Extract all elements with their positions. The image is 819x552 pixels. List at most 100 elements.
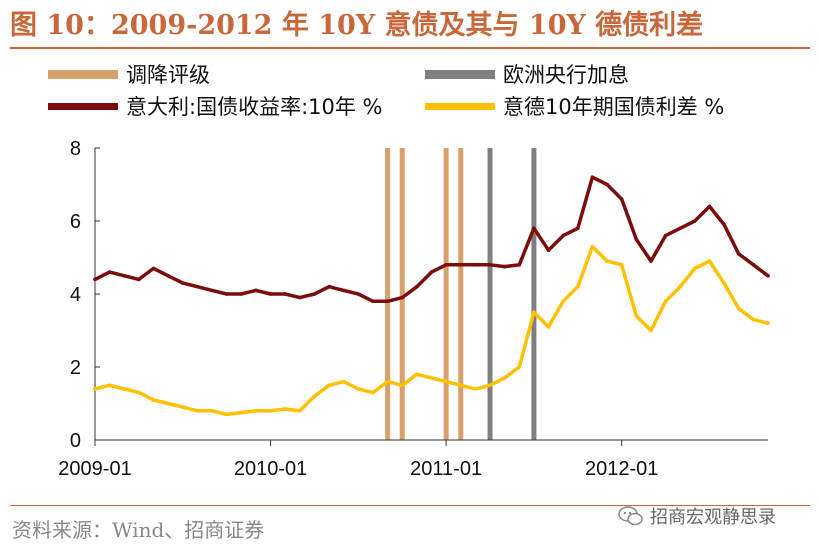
series-point-spread-4 [151, 398, 156, 402]
series-point-italy-yield-4 [151, 266, 156, 271]
series-point-spread-33 [576, 284, 580, 289]
series-point-italy-yield-3 [137, 277, 141, 282]
series-point-italy-yield-5 [166, 274, 170, 278]
source-note: 资料来源：Wind、招商证券 [12, 518, 265, 542]
y-tick-label-0: 0 [70, 430, 81, 452]
legend-item-spread: 意德10年期国债利差 % [425, 94, 725, 119]
series-point-spread-17 [341, 379, 346, 384]
series-point-spread-0 [93, 387, 97, 391]
series-point-italy-yield-40 [678, 226, 682, 231]
series-point-italy-yield-36 [619, 197, 624, 201]
series-point-italy-yield-39 [663, 233, 668, 238]
series-point-italy-yield-22 [415, 284, 419, 289]
series-point-italy-yield-38 [649, 259, 653, 263]
series-point-spread-36 [619, 263, 624, 267]
series-point-italy-yield-27 [488, 263, 492, 267]
series-point-spread-13 [283, 407, 288, 411]
chart-title: 图 10：2009-2012 年 10Y 意债及其与 10Y 德债利差 [10, 10, 704, 41]
series-point-spread-41 [693, 266, 697, 271]
series-point-spread-27 [488, 383, 492, 388]
series-point-spread-2 [122, 387, 127, 391]
series-point-italy-yield-6 [181, 281, 185, 285]
series-point-spread-18 [356, 387, 361, 391]
ecb-hike-event-bar-0 [487, 148, 493, 440]
series-point-italy-yield-1 [107, 270, 112, 274]
series-point-spread-7 [195, 409, 200, 413]
series-point-spread-15 [312, 394, 317, 399]
series-point-spread-30 [532, 310, 536, 315]
series-point-italy-yield-45 [751, 263, 756, 267]
series-point-spread-34 [590, 244, 595, 249]
series-point-italy-yield-2 [122, 274, 127, 278]
series-point-spread-3 [137, 390, 141, 395]
y-tick-label-1: 2 [70, 357, 81, 379]
title-divider [10, 47, 810, 49]
series-point-italy-yield-7 [195, 284, 200, 289]
series-point-spread-24 [444, 379, 448, 384]
series-point-italy-yield-44 [736, 252, 741, 256]
legend-label-italy-yield: 意大利:国债收益率:10年 % [126, 95, 383, 119]
legend-label-downgrade: 调降评级 [126, 63, 210, 87]
series-point-italy-yield-42 [707, 204, 712, 209]
legend-swatch-ecb-hike [425, 69, 495, 79]
series-point-italy-yield-18 [356, 292, 361, 296]
y-tick-label-3: 6 [70, 211, 81, 233]
series-point-italy-yield-16 [327, 284, 331, 289]
series-point-italy-yield-35 [605, 182, 609, 187]
series-point-spread-6 [181, 405, 185, 409]
series-point-italy-yield-28 [502, 264, 507, 269]
series-point-italy-yield-30 [532, 226, 536, 231]
series-point-italy-yield-33 [576, 226, 580, 231]
legend-label-ecb-hike: 欧洲央行加息 [503, 63, 629, 87]
series-point-spread-26 [473, 387, 478, 391]
series-point-italy-yield-26 [473, 263, 478, 267]
series-point-italy-yield-11 [254, 288, 258, 293]
series-point-spread-20 [385, 379, 390, 384]
series-point-italy-yield-14 [298, 295, 302, 300]
series-point-spread-10 [239, 410, 244, 415]
series-point-spread-1 [107, 383, 112, 388]
downgrade-event-bar-0 [385, 148, 391, 440]
legend-swatch-italy-yield [48, 102, 118, 110]
series-point-spread-35 [605, 259, 609, 263]
downgrade-event-bar-3 [458, 148, 464, 440]
series-point-spread-25 [459, 383, 463, 388]
legend-item-downgrade: 调降评级 [48, 62, 210, 87]
chart-plot: 0 2 4 6 8 2009-01 2010-01 2011-01 2012-01 [58, 138, 770, 480]
series-point-spread-21 [400, 383, 405, 388]
y-tick-label-2: 4 [70, 284, 81, 306]
series-point-spread-39 [663, 299, 668, 304]
series-point-spread-11 [254, 409, 258, 413]
series-point-spread-32 [561, 299, 565, 304]
downgrade-event-bar-2 [443, 148, 449, 440]
series-point-spread-22 [415, 372, 419, 377]
series-point-italy-yield-21 [400, 295, 405, 300]
series-point-spread-16 [327, 383, 331, 388]
series-point-italy-yield-37 [634, 237, 639, 242]
chart-legend: 调降评级 欧洲央行加息 意大利:国债收益率:10年 % 意德10年期国债利差 % [0, 60, 819, 120]
series-point-italy-yield-24 [444, 263, 448, 267]
legend-label-spread: 意德10年期国债利差 % [503, 95, 725, 119]
series-point-spread-40 [678, 284, 682, 289]
series-point-italy-yield-10 [239, 292, 244, 296]
series-point-spread-9 [224, 412, 229, 417]
series-point-italy-yield-15 [312, 292, 317, 296]
series-point-italy-yield-25 [459, 263, 463, 267]
series-point-italy-yield-9 [224, 292, 229, 296]
series-point-italy-yield-20 [385, 299, 390, 304]
series-point-spread-14 [298, 409, 302, 413]
series-point-spread-5 [166, 401, 170, 406]
legend-swatch-downgrade [48, 69, 118, 79]
watermark: 招商宏观静思录 [618, 503, 776, 529]
x-tick-label-1: 2010-01 [234, 458, 307, 480]
legend-swatch-spread [425, 102, 495, 110]
series-point-italy-yield-43 [722, 222, 726, 227]
series-point-spread-23 [429, 376, 434, 380]
legend-item-italy-yield: 意大利:国债收益率:10年 % [48, 94, 383, 119]
footer-divider [10, 505, 810, 506]
series-point-spread-28 [502, 376, 507, 380]
series-point-italy-yield-32 [561, 233, 565, 238]
series-point-spread-42 [707, 259, 712, 263]
series-point-spread-29 [517, 365, 522, 369]
series-point-spread-12 [268, 409, 273, 413]
